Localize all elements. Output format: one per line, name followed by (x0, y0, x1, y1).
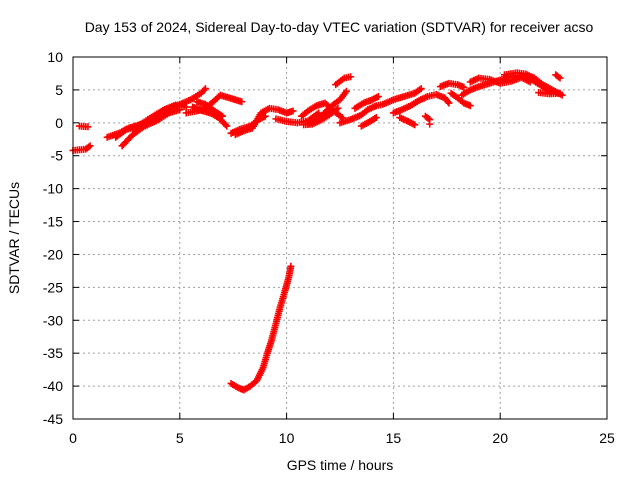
y-tick-label: -15 (43, 214, 63, 230)
x-tick-label: 5 (176, 430, 184, 446)
data-point (417, 85, 425, 93)
data-point (176, 106, 184, 114)
data-point (223, 122, 231, 130)
y-tick-label: -5 (51, 148, 64, 164)
x-axis-title: GPS time / hours (287, 457, 394, 473)
x-tick-label: 0 (69, 430, 77, 446)
y-tick-label: -40 (43, 378, 63, 394)
data-point (347, 73, 355, 81)
data-point (556, 89, 564, 97)
chart-title: Day 153 of 2024, Sidereal Day-to-day VTE… (85, 19, 594, 35)
data-point (526, 78, 534, 86)
data-point (289, 107, 297, 115)
y-axis-title: SDTVAR / TECUs (6, 182, 22, 294)
data-point (556, 74, 564, 82)
data-points (69, 69, 566, 394)
data-point (460, 83, 468, 91)
x-tick-label: 20 (492, 430, 508, 446)
axis-ticks: 0 5 10 15 20 25 10 5 0 -5 -10 -15 -20 -25 -30 -35 -40 -45 (43, 49, 615, 446)
data-point (238, 98, 246, 106)
data-point (372, 114, 380, 122)
data-point (261, 112, 269, 120)
y-tick-label: -35 (43, 345, 63, 361)
data-point (84, 123, 92, 131)
data-point (217, 111, 225, 119)
data-point (86, 142, 94, 150)
y-tick-label: 5 (55, 82, 63, 98)
y-tick-label: -25 (43, 279, 63, 295)
y-tick-label: 10 (47, 49, 63, 65)
data-point (342, 87, 350, 95)
data-point (424, 114, 432, 122)
x-tick-label: 15 (386, 430, 402, 446)
x-tick-label: 10 (279, 430, 295, 446)
y-tick-label: -45 (43, 411, 63, 427)
data-point (444, 98, 452, 106)
data-point (426, 120, 434, 128)
y-tick-label: -20 (43, 246, 63, 262)
data-point (466, 102, 474, 110)
plot-frame (72, 56, 608, 420)
data-point (85, 143, 93, 151)
data-point (334, 104, 342, 112)
grid-lines (73, 57, 607, 419)
y-tick-label: -30 (43, 312, 63, 328)
x-tick-label: 25 (599, 430, 615, 446)
data-point (374, 92, 382, 100)
data-point (219, 112, 227, 120)
data-point (182, 103, 190, 111)
y-tick-label: -10 (43, 181, 63, 197)
data-point (201, 85, 209, 93)
data-point (445, 99, 453, 107)
y-tick-label: 0 (55, 115, 63, 131)
data-point (411, 121, 419, 129)
data-point (313, 110, 321, 118)
data-point (555, 73, 563, 81)
data-point (287, 262, 295, 270)
